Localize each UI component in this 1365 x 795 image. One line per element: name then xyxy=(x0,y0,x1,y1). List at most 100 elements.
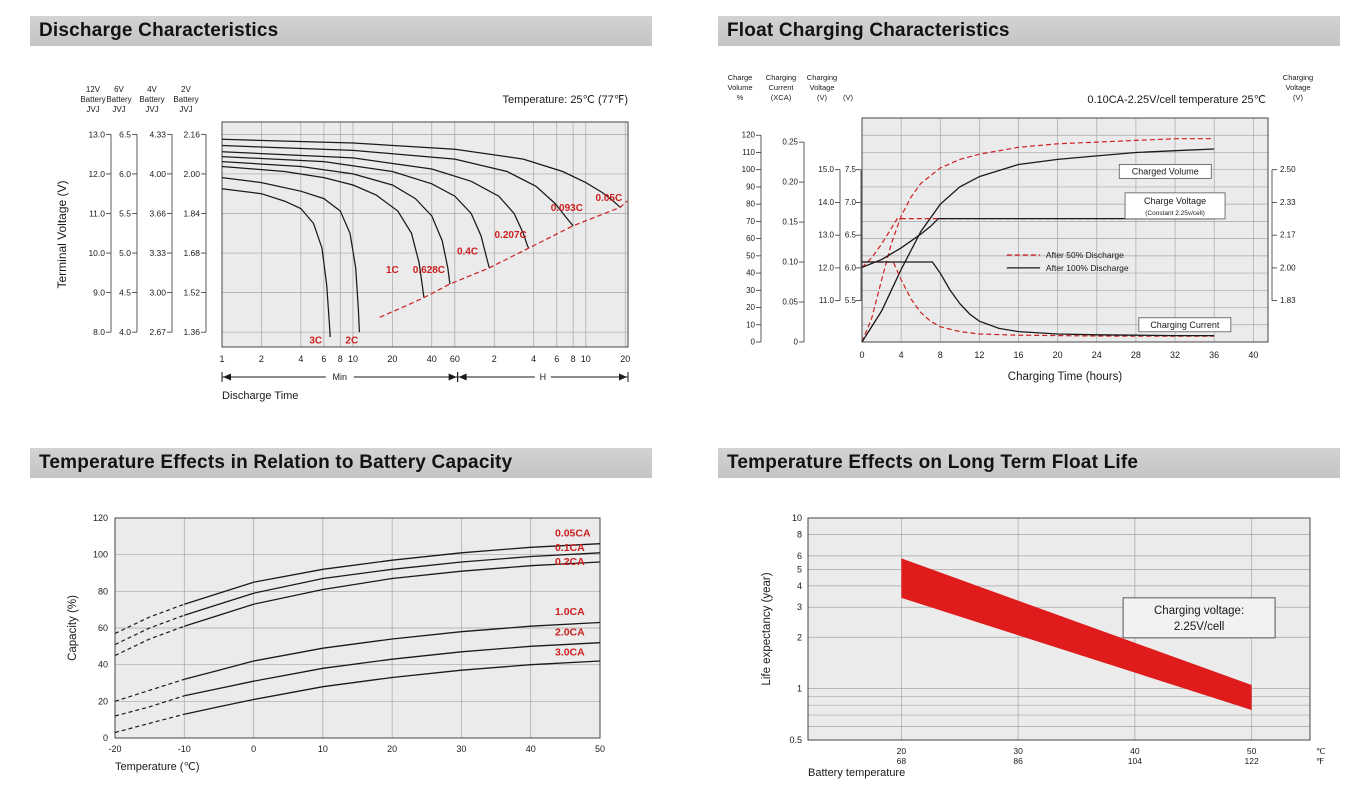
rate-label: 1C xyxy=(386,265,399,276)
axis-tick-label: 0 xyxy=(794,338,799,347)
x-tick-label: 1 xyxy=(219,354,224,364)
capacity-curve-1.0CA xyxy=(184,621,601,680)
plot-border xyxy=(221,121,629,348)
discharge-curve-0.093C xyxy=(221,144,574,227)
axis-header: (V) xyxy=(817,93,828,102)
scale-value: 4.33 xyxy=(149,129,166,139)
panel-temperature-capacity: Temperature Effects in Relation to Batte… xyxy=(30,448,652,783)
rate-label: 0.093C xyxy=(551,203,583,214)
unit-fahrenheit: ℉ xyxy=(1316,756,1325,766)
axis-tick-label: 7.0 xyxy=(845,198,857,207)
y-tick-label: 0.5 xyxy=(789,735,802,745)
discharge-characteristics-chart: 3C 2C 1C 0.628C 0.4C 0.207C 0.093C 0.05C Tempera… xyxy=(55,85,630,402)
x-tick-label: 0 xyxy=(859,350,864,360)
axis-header: Charging xyxy=(766,73,796,82)
rate-label: 2.0CA xyxy=(555,626,585,638)
axis-tick-label: 50 xyxy=(746,251,755,260)
x-tick-label: 4 xyxy=(298,354,303,364)
header-float-life: Temperature Effects on Long Term Float L… xyxy=(718,448,1340,478)
scale-header: Battery xyxy=(80,95,105,104)
scale-value: 13.0 xyxy=(88,129,105,139)
curve-label: Charging Current xyxy=(1150,320,1220,330)
axis-tick-label: 7.5 xyxy=(845,165,857,174)
scale-value: 4.5 xyxy=(119,288,131,298)
capacity-curve-2.0CA-dashed xyxy=(114,695,185,717)
x-tick-celsius: 40 xyxy=(1130,746,1140,756)
scale-value: 2.16 xyxy=(183,129,200,139)
axis-tick-label: 0.15 xyxy=(782,218,798,227)
y-tick-label: 5 xyxy=(797,564,802,574)
header-temperature-capacity: Temperature Effects in Relation to Batte… xyxy=(30,448,652,478)
rate-label: 0.1CA xyxy=(555,542,585,554)
right-axis-tick-label: 2.50 xyxy=(1280,165,1296,174)
scale-value: 3.00 xyxy=(149,288,166,298)
y-axis-title: Terminal Voltage (V) xyxy=(55,180,69,288)
axis-tick-label: 12.0 xyxy=(818,263,834,272)
x-axis-title: Temperature (℃) xyxy=(115,761,200,773)
y-tick-label: 2 xyxy=(797,632,802,642)
capacity-curve-0.2CA-dashed xyxy=(114,625,185,657)
scale-value: 2.00 xyxy=(183,169,200,179)
rate-label: 0.05C xyxy=(596,193,623,204)
y-tick-label: 10 xyxy=(792,513,802,523)
scale-header: 4V xyxy=(147,85,157,94)
curve-label: Charge Voltage xyxy=(1144,196,1206,206)
scale-value: 3.33 xyxy=(149,248,166,258)
discharge-curve-1C xyxy=(221,165,425,298)
y-tick-label: 8 xyxy=(797,530,802,540)
axis-tick-label: 6.0 xyxy=(845,263,857,272)
axis-tick-label: 80 xyxy=(746,200,755,209)
axis-tick-label: 5.5 xyxy=(845,296,857,305)
capacity-curve-0.2CA xyxy=(184,561,601,627)
capacity-curve-1.0CA-dashed xyxy=(114,678,185,702)
curve-label-box xyxy=(1138,317,1232,333)
curve-label: Charged Volume xyxy=(1132,166,1199,176)
axis-header: Volume xyxy=(727,83,752,92)
plot-border xyxy=(807,517,1311,741)
y-tick-label: 4 xyxy=(797,581,802,591)
axis-tick-label: 10 xyxy=(746,320,755,329)
right-axis-header: Charging xyxy=(1283,73,1313,82)
scale-value: 1.68 xyxy=(183,248,200,258)
axis-header: Voltage xyxy=(809,83,834,92)
header-discharge-title: Discharge Characteristics xyxy=(39,20,279,41)
arrowhead-right xyxy=(448,373,457,381)
x-axis-title: Discharge Time xyxy=(222,390,298,402)
scale-value: 6.0 xyxy=(119,169,131,179)
x-tick-label: 50 xyxy=(595,744,605,754)
scale-value: 11.0 xyxy=(89,208,105,218)
x-tick-label: 4 xyxy=(899,350,904,360)
rate-label: 0.628C xyxy=(413,265,445,276)
panel-float-life: Temperature Effects on Long Term Float L… xyxy=(718,448,1340,788)
y-tick-label: 40 xyxy=(98,660,108,670)
axis-tick-label: 70 xyxy=(746,217,755,226)
plot-border xyxy=(861,117,1269,343)
rate-label: 0.207C xyxy=(495,230,527,241)
capacity-curve-0.1CA xyxy=(184,552,601,616)
x-tick-label: 8 xyxy=(571,354,576,364)
y-axis-title: Life expectancy (year) xyxy=(761,572,773,685)
scale-header: Battery xyxy=(106,95,131,104)
x-tick-label: 40 xyxy=(1248,350,1258,360)
axis-tick-label: 0.10 xyxy=(782,258,798,267)
axis-header: Current xyxy=(768,83,794,92)
right-axis-tick-label: 2.00 xyxy=(1280,263,1296,272)
scale-value: 3.66 xyxy=(149,208,166,218)
axis-header: Charge xyxy=(728,73,753,82)
axis-tick-label: 20 xyxy=(746,303,755,312)
arrowhead-left xyxy=(458,373,467,381)
x-tick-label: 32 xyxy=(1170,350,1180,360)
scale-header: 2V xyxy=(181,85,191,94)
x-tick-label: 12 xyxy=(974,350,984,360)
x-tick-label: -10 xyxy=(178,744,191,754)
x-unit-label: H xyxy=(540,372,547,382)
axis-tick-label: 15.0 xyxy=(818,165,834,174)
discharge-curve-0.207C xyxy=(221,151,530,249)
x-tick-label: 36 xyxy=(1209,350,1219,360)
panel-discharge-characteristics: Discharge Characteristics 3C 2C 1C 0.628C 0.… xyxy=(30,16,652,424)
y-tick-label: 3 xyxy=(797,602,802,612)
charging-voltage-note-line2: 2.25V/cell xyxy=(1174,621,1225,633)
axis-tick-label: 100 xyxy=(742,165,756,174)
scale-header: Battery xyxy=(173,95,198,104)
scale-value: 10.0 xyxy=(88,248,105,258)
